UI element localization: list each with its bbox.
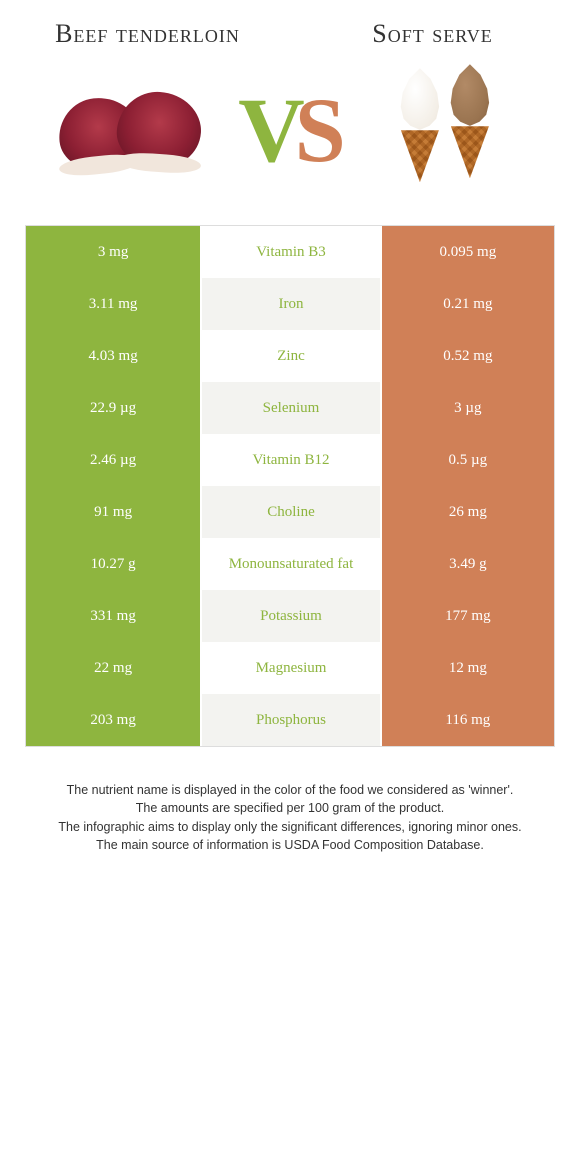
- left-value: 22.9 µg: [26, 382, 200, 434]
- right-value: 116 mg: [380, 694, 554, 746]
- right-value: 3.49 g: [380, 538, 554, 590]
- right-value: 12 mg: [380, 642, 554, 694]
- footnote-line: The amounts are specified per 100 gram o…: [25, 799, 555, 817]
- nutrient-label: Selenium: [200, 382, 380, 434]
- left-value: 331 mg: [26, 590, 200, 642]
- table-row: 91 mgCholine26 mg: [26, 486, 554, 538]
- nutrient-label: Iron: [200, 278, 380, 330]
- table-row: 22 mgMagnesium12 mg: [26, 642, 554, 694]
- right-value: 0.52 mg: [380, 330, 554, 382]
- image-row: VS: [25, 55, 555, 205]
- left-value: 3 mg: [26, 226, 200, 278]
- table-row: 3.11 mgIron0.21 mg: [26, 278, 554, 330]
- vs-label: VS: [235, 84, 345, 176]
- left-value: 203 mg: [26, 694, 200, 746]
- left-value: 22 mg: [26, 642, 200, 694]
- right-food-title: Soft serve: [310, 20, 555, 47]
- left-value: 91 mg: [26, 486, 200, 538]
- nutrient-label: Choline: [200, 486, 380, 538]
- footnote-line: The nutrient name is displayed in the co…: [25, 781, 555, 799]
- footnotes: The nutrient name is displayed in the co…: [25, 781, 555, 854]
- left-value: 4.03 mg: [26, 330, 200, 382]
- right-value: 177 mg: [380, 590, 554, 642]
- beef-illustration: [55, 80, 205, 180]
- left-value: 2.46 µg: [26, 434, 200, 486]
- nutrient-label: Vitamin B3: [200, 226, 380, 278]
- right-value: 3 µg: [380, 382, 554, 434]
- left-value: 10.27 g: [26, 538, 200, 590]
- comparison-table: 3 mgVitamin B30.095 mg3.11 mgIron0.21 mg…: [25, 225, 555, 747]
- table-row: 3 mgVitamin B30.095 mg: [26, 226, 554, 278]
- nutrient-label: Monounsaturated fat: [200, 538, 380, 590]
- table-row: 22.9 µgSelenium3 µg: [26, 382, 554, 434]
- vs-v: V: [238, 84, 300, 176]
- footnote-line: The infographic aims to display only the…: [25, 818, 555, 836]
- nutrient-label: Potassium: [200, 590, 380, 642]
- footnote-line: The main source of information is USDA F…: [25, 836, 555, 854]
- nutrient-label: Zinc: [200, 330, 380, 382]
- table-row: 2.46 µgVitamin B120.5 µg: [26, 434, 554, 486]
- table-row: 4.03 mgZinc0.52 mg: [26, 330, 554, 382]
- right-value: 26 mg: [380, 486, 554, 538]
- table-row: 203 mgPhosphorus116 mg: [26, 694, 554, 746]
- right-value: 0.5 µg: [380, 434, 554, 486]
- left-food-title: Beef tenderloin: [25, 20, 270, 47]
- header-titles: Beef tenderloin Soft serve: [25, 20, 555, 47]
- right-value: 0.095 mg: [380, 226, 554, 278]
- nutrient-label: Phosphorus: [200, 694, 380, 746]
- table-row: 331 mgPotassium177 mg: [26, 590, 554, 642]
- left-value: 3.11 mg: [26, 278, 200, 330]
- right-value: 0.21 mg: [380, 278, 554, 330]
- vs-s: S: [295, 84, 342, 176]
- right-food-image: [345, 60, 555, 200]
- nutrient-label: Magnesium: [200, 642, 380, 694]
- table-row: 10.27 gMonounsaturated fat3.49 g: [26, 538, 554, 590]
- left-food-image: [25, 80, 235, 180]
- nutrient-label: Vitamin B12: [200, 434, 380, 486]
- softserve-illustration: [380, 60, 520, 200]
